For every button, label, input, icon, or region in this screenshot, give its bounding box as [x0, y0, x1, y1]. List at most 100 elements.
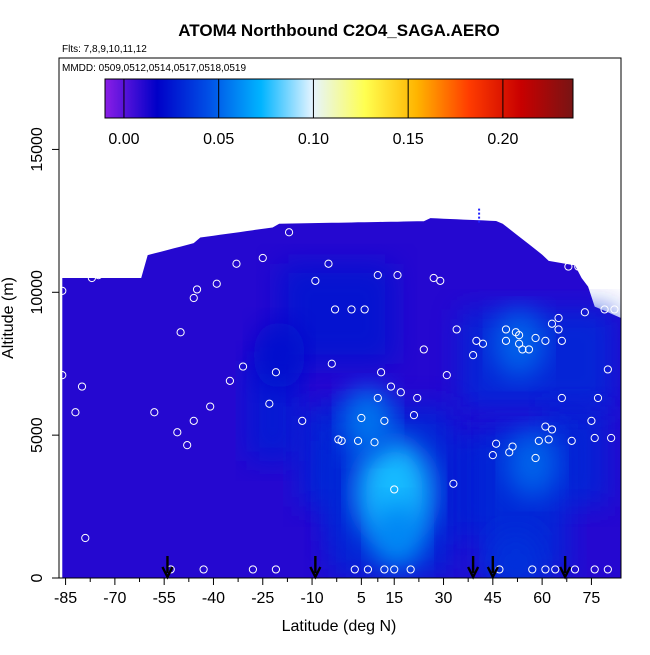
sample-point: [518, 345, 527, 354]
sample-point: [238, 362, 248, 371]
sample-point: [183, 441, 192, 450]
sample-point: [324, 259, 333, 268]
sample-point: [376, 368, 386, 377]
flight-arrow-head: [161, 566, 174, 580]
sample-point: [271, 368, 281, 377]
sample-point: [449, 479, 458, 488]
sample-point: [515, 331, 524, 340]
sample-point: [603, 565, 612, 574]
sample-point: [413, 393, 422, 403]
sample-point: [492, 439, 501, 448]
sample-point: [176, 328, 185, 337]
sample-point: [478, 339, 488, 348]
sample-point: [353, 436, 363, 445]
chart-title: ATOM4 Northbound C2O4_SAGA.AERO: [178, 21, 499, 40]
sample-point: [610, 305, 619, 314]
sample-point: [311, 276, 320, 285]
flight-arrow-head: [309, 566, 322, 580]
curtain-field: [62, 218, 621, 578]
sample-point: [574, 262, 583, 271]
sample-point: [357, 413, 366, 423]
sample-point: [337, 436, 346, 445]
sample-point: [87, 273, 96, 283]
sample-point: [541, 336, 550, 345]
sample-point: [472, 336, 481, 345]
sample-point: [469, 351, 478, 360]
sample-point: [232, 259, 241, 268]
colorbar-tick-label: 0.05: [203, 131, 234, 148]
enhanced-region: [506, 429, 559, 498]
sample-point: [199, 565, 208, 574]
sample-point: [531, 333, 540, 343]
sample-point: [189, 416, 198, 425]
sample-point: [386, 382, 396, 391]
dates-label: MMDD: 0509,0512,0514,0517,0518,0519: [62, 63, 246, 74]
sample-point: [173, 428, 182, 437]
sample-point: [396, 388, 405, 397]
sample-point: [607, 433, 616, 443]
sample-point: [330, 305, 340, 314]
sample-point: [603, 365, 612, 374]
sample-point: [373, 271, 382, 280]
x-tick-label: 30: [435, 590, 453, 607]
sample-point: [557, 336, 566, 345]
x-tick-label: 15: [385, 590, 403, 607]
plot-frame: [58, 57, 622, 579]
x-tick-label: -55: [153, 590, 176, 607]
sample-point: [524, 345, 534, 354]
sample-point: [130, 245, 139, 254]
sample-point: [225, 376, 235, 385]
y-axis-label: Altitude (m): [0, 277, 17, 359]
sample-point: [97, 269, 106, 278]
x-tick-label: 5: [357, 590, 366, 607]
sample-point: [554, 313, 563, 323]
sample-point: [71, 408, 80, 417]
sample-point: [265, 399, 274, 408]
sample-point: [501, 325, 511, 334]
sample-point: [189, 293, 198, 303]
sample-point: [547, 319, 557, 328]
flights-label: Flts: 7,8,9,10,11,12: [62, 44, 147, 55]
y-axis: 0 5000 10000 15000: [29, 127, 59, 582]
sample-point: [580, 308, 589, 317]
enhanced-region: [341, 386, 394, 455]
sample-point: [442, 371, 451, 380]
sample-point: [600, 305, 609, 314]
sample-point: [350, 565, 359, 574]
sample-point: [212, 279, 221, 288]
sample-point: [551, 565, 560, 574]
sample-point: [150, 408, 159, 417]
x-tick-label: 60: [533, 590, 551, 607]
sample-point: [360, 305, 369, 314]
sample-point: [587, 416, 596, 425]
colorbar-gradient: [104, 78, 574, 119]
sample-point: [547, 425, 557, 434]
enhanced-region: [253, 321, 306, 390]
sample-point: [409, 411, 419, 420]
sample-point: [429, 273, 438, 283]
sample-point: [59, 371, 67, 380]
flight-arrow-head: [486, 566, 499, 580]
sample-point: [570, 565, 580, 574]
sample-point: [192, 285, 202, 294]
sample-point: [327, 359, 336, 368]
sample-point: [593, 393, 603, 403]
enhanced-region: [371, 501, 424, 570]
sample-point: [508, 442, 517, 451]
y-tick-label: 10000: [29, 270, 46, 315]
sample-point: [528, 565, 537, 574]
sample-point: [347, 305, 356, 314]
y-tick-label: 0: [29, 573, 46, 582]
sample-point: [123, 245, 133, 254]
colorbar-tick-label: 0.15: [393, 131, 424, 148]
sample-point: [363, 565, 373, 574]
sample-point: [544, 435, 553, 444]
colorbar-tick-label: 0.20: [487, 131, 518, 148]
sample-point: [298, 416, 307, 425]
sample-point: [564, 262, 573, 271]
sample-point: [557, 393, 566, 403]
enhanced-region: [493, 309, 546, 378]
sample-point: [107, 251, 116, 260]
sample-point: [488, 451, 497, 460]
